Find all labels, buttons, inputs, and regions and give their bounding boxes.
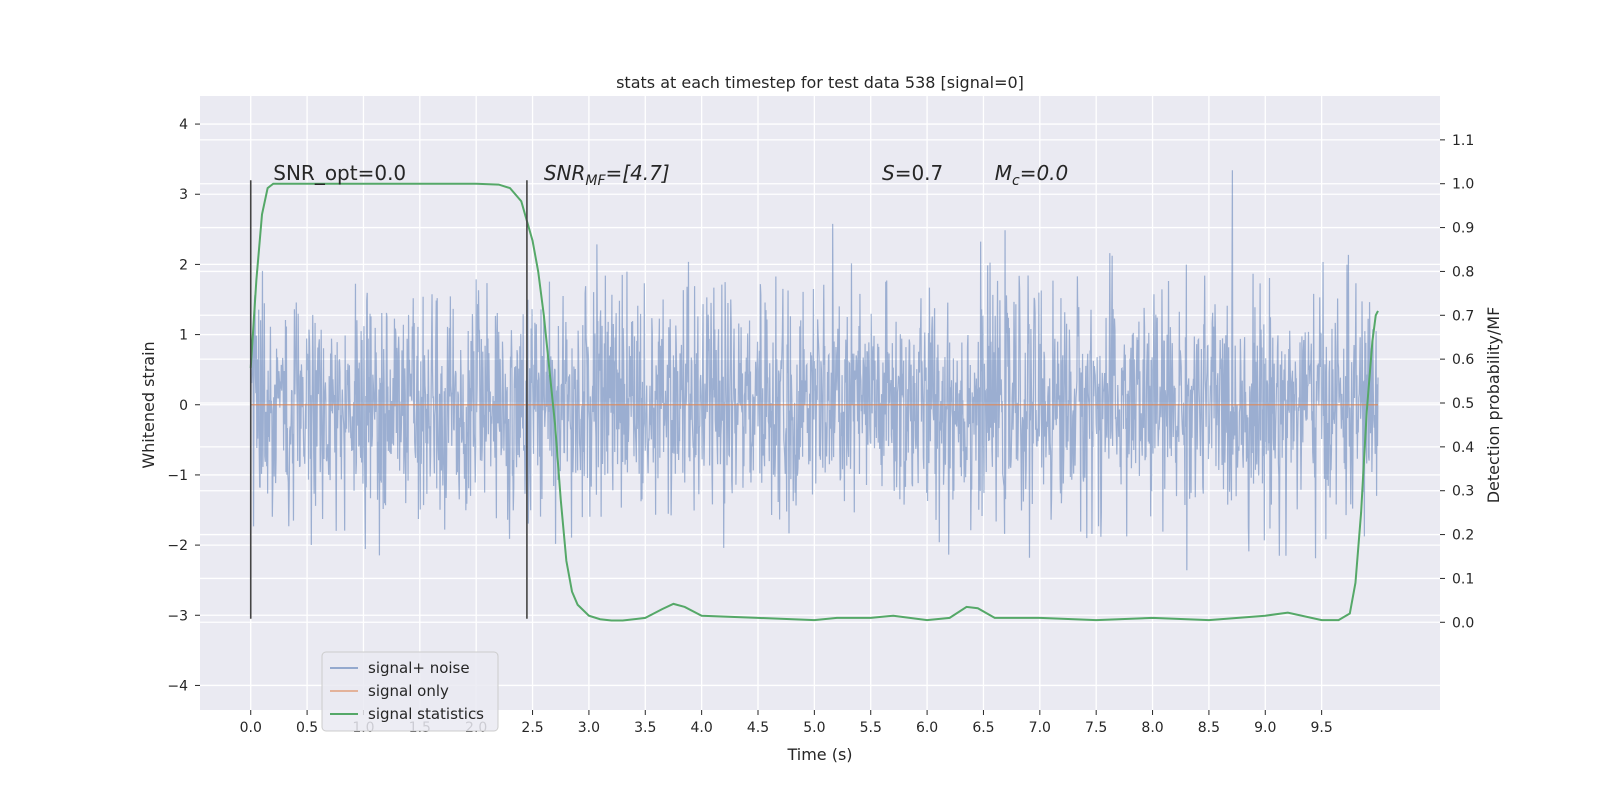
annotation: S=0.7 [882, 161, 943, 185]
y2-axis-label: Detection probability/MF [1484, 307, 1503, 504]
y-axis-right: 0.0 0.1 0.2 0.3 0.4 0.5 0.6 0.7 0.8 0.9 1.0 1.1 [1440, 133, 1474, 631]
annotation-value: =0.0 [358, 161, 407, 185]
annotation-prefix: S [882, 161, 895, 185]
y-axis-label: Whitened strain [139, 341, 158, 468]
annotation: SNRMF=[4.7] [544, 161, 670, 189]
y-axis-left: −4 −3 −2 −1 0 1 2 3 4 [167, 117, 200, 694]
x-axis-label: Time (s) [786, 745, 852, 764]
y2-tick-label: 0.4 [1452, 440, 1474, 456]
x-tick-label: 0.0 [240, 720, 262, 736]
chart-title: stats at each timestep for test data 538… [616, 73, 1024, 92]
annotation-prefix: SNR [544, 161, 586, 185]
legend-box [321, 651, 499, 732]
y2-tick-label: 0.1 [1452, 571, 1474, 587]
noise-line [250, 170, 1379, 571]
legend-label: signal statistics [368, 705, 484, 723]
y2-tick-label: 0.8 [1452, 264, 1474, 280]
x-tick-label: 3.5 [634, 720, 656, 736]
annotation-prefix: SNR_opt [273, 161, 357, 185]
x-tick-label: 6.5 [972, 720, 994, 736]
y-tick-label: 4 [179, 117, 188, 133]
legend-item: signal statistics [330, 705, 484, 723]
y2-tick-label: 0.7 [1452, 308, 1474, 324]
series-line [249, 182, 1379, 622]
y2-tick-label: 1.0 [1452, 177, 1474, 193]
x-tick-label: 7.5 [1085, 720, 1107, 736]
series-signal-statistics [249, 182, 1379, 622]
annotations: SNR_opt=0.0 SNRMF=[4.7] S=0.7 Mc=0.0 [273, 161, 1068, 189]
x-tick-label: 4.5 [747, 720, 769, 736]
y2-tick-label: 0.2 [1452, 528, 1474, 544]
series-signal-noise [250, 170, 1379, 571]
legend-label: signal+ noise [368, 659, 470, 677]
annotation-value: =0.0 [1020, 161, 1069, 185]
annotation: Mc=0.0 [995, 161, 1069, 189]
y-tick-label: −4 [167, 678, 188, 694]
y2-tick-label: 0.3 [1452, 484, 1474, 500]
x-tick-label: 3.0 [578, 720, 600, 736]
plot-marks [249, 170, 1379, 622]
x-tick-label: 8.5 [1198, 720, 1220, 736]
legend-item: signal+ noise [330, 659, 470, 677]
y2-tick-label: 0.6 [1452, 352, 1474, 368]
legend-label: signal only [368, 682, 449, 700]
x-tick-label: 4.0 [691, 720, 713, 736]
y2-tick-label: 1.1 [1452, 133, 1474, 149]
y-tick-label: 1 [179, 328, 188, 344]
y2-tick-label: 0.0 [1452, 615, 1474, 631]
y-tick-label: 3 [179, 187, 188, 203]
x-tick-label: 2.5 [521, 720, 543, 736]
y-tick-label: −3 [167, 608, 188, 624]
legend: signal+ noise signal only signal statistic… [321, 651, 499, 732]
y-tick-label: 0 [179, 398, 188, 414]
y-tick-label: 2 [179, 257, 188, 273]
y2-tick-label: 0.9 [1452, 221, 1474, 237]
y2-tick-label: 0.5 [1452, 396, 1474, 412]
y-tick-label: −1 [167, 468, 188, 484]
x-axis: 0.00.51.01.52.02.53.03.54.04.55.05.56.06… [240, 710, 1333, 736]
annotation-subscript: c [1012, 173, 1020, 189]
x-tick-label: 5.5 [860, 720, 882, 736]
x-tick-label: 5.0 [803, 720, 825, 736]
x-tick-label: 9.5 [1311, 720, 1333, 736]
annotation-subscript: MF [585, 173, 606, 189]
legend-item: signal only [330, 682, 449, 700]
x-tick-label: 6.0 [916, 720, 938, 736]
annotation-prefix: M [995, 161, 1012, 185]
annotation-value: =[4.7] [606, 161, 670, 185]
x-tick-label: 8.0 [1141, 720, 1163, 736]
x-tick-label: 7.0 [1029, 720, 1051, 736]
x-tick-label: 9.0 [1254, 720, 1276, 736]
annotation: SNR_opt=0.0 [273, 161, 406, 185]
annotation-value: =0.7 [895, 161, 944, 185]
y-tick-label: −2 [167, 538, 188, 554]
x-tick-label: 0.5 [296, 720, 318, 736]
